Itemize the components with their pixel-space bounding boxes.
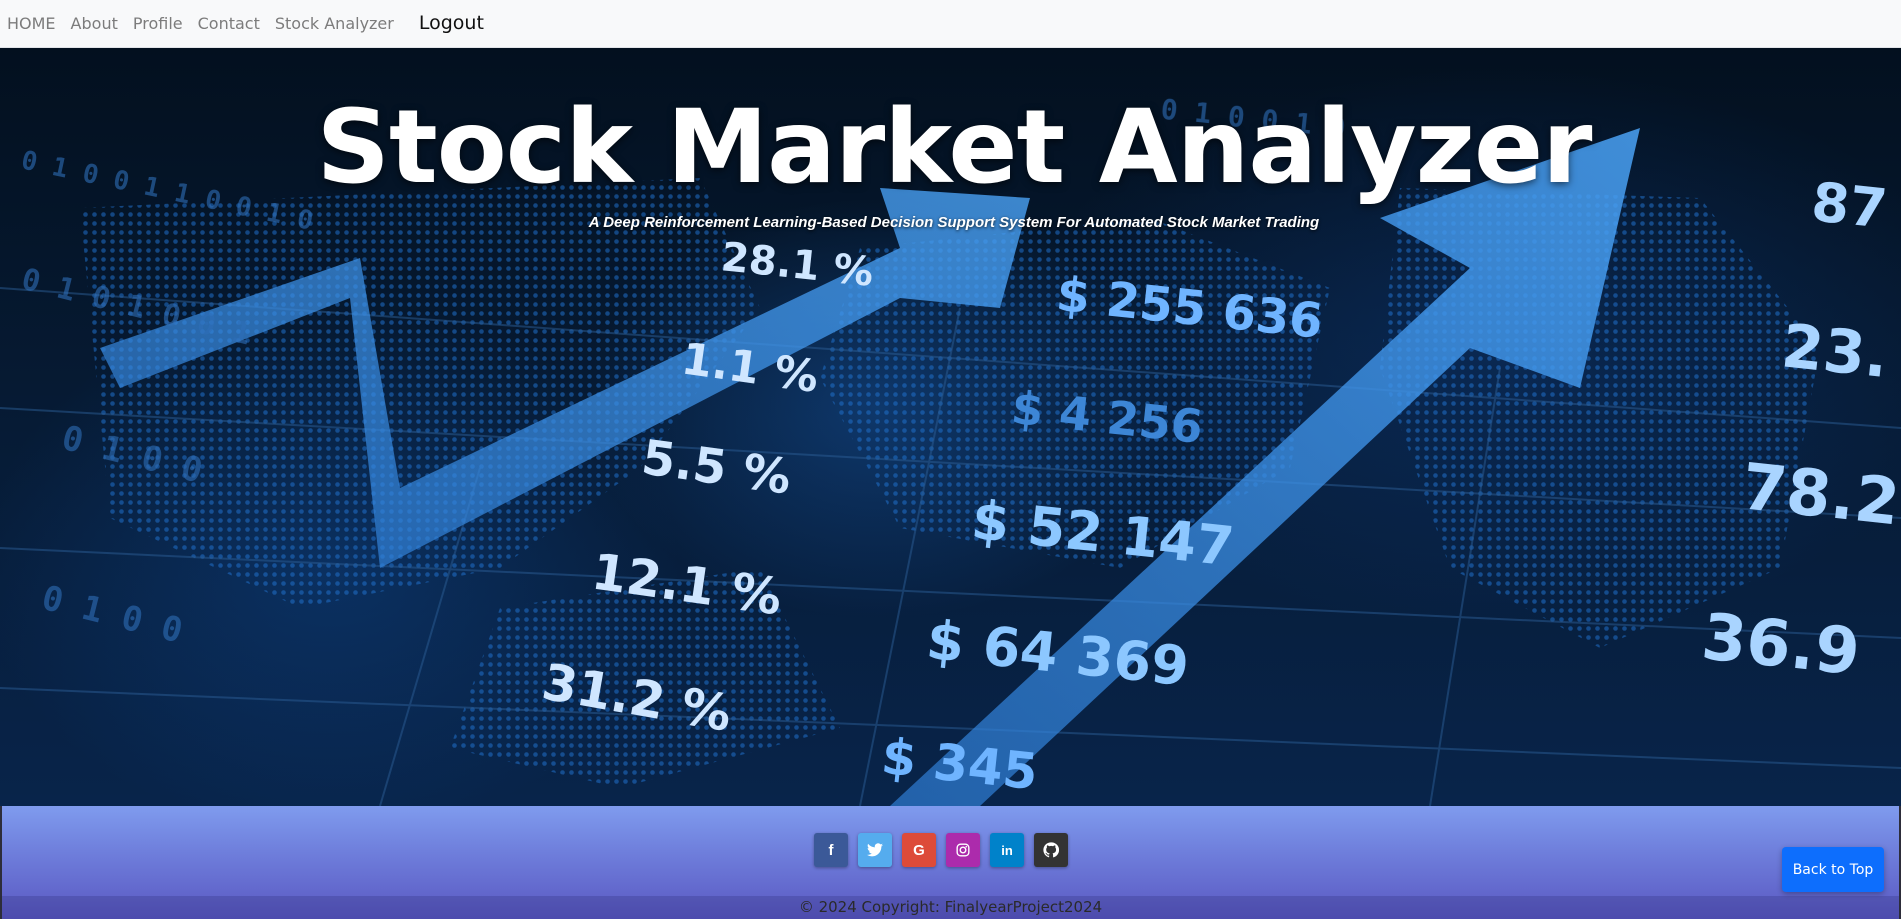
google-button[interactable]: G [902, 833, 936, 867]
linkedin-icon: in [1001, 842, 1013, 858]
instagram-icon [956, 843, 970, 857]
facebook-icon: f [828, 841, 834, 859]
figure-text: 78.2 [1738, 450, 1901, 540]
figure-text: 23. [1778, 311, 1891, 392]
figure-text: 36.9 [1698, 600, 1863, 690]
github-icon [1043, 842, 1059, 858]
stock-background-image: 28.1 % 1.1 % 5.5 % 12.1 % 31.2 % $ 255 6… [0, 92, 1901, 806]
hero-banner: 28.1 % 1.1 % 5.5 % 12.1 % 31.2 % $ 255 6… [0, 48, 1901, 806]
dotted-map-pattern [80, 178, 1820, 788]
back-to-top-button[interactable]: Back to Top [1782, 847, 1884, 892]
nav-link-contact[interactable]: Contact [197, 13, 260, 33]
github-button[interactable] [1034, 833, 1068, 867]
twitter-icon [867, 843, 883, 857]
logout-link[interactable]: Logout [418, 12, 484, 34]
nav-link-profile[interactable]: Profile [132, 13, 183, 33]
instagram-button[interactable] [946, 833, 980, 867]
figure-text: 87 [1809, 170, 1890, 241]
nav-link-stock-analyzer[interactable]: Stock Analyzer [274, 13, 394, 33]
linkedin-button[interactable]: in [990, 833, 1024, 867]
google-icon: G [913, 841, 925, 859]
social-links: f G in [814, 833, 1068, 867]
facebook-button[interactable]: f [814, 833, 848, 867]
trend-arrow-left [100, 188, 1030, 568]
nav-link-about[interactable]: About [70, 13, 118, 33]
copyright-text: © 2024 Copyright: FinalyearProject2024 [2, 896, 1899, 919]
page-title: Stock Market Analyzer [316, 88, 1593, 207]
page-subtitle: A Deep Reinforcement Learning-Based Deci… [588, 214, 1320, 231]
footer: f G in [0, 806, 1901, 919]
twitter-button[interactable] [858, 833, 892, 867]
svg-text:0 1 0 0: 0 1 0 0 [38, 578, 187, 651]
figure-text: 5.5 % [638, 429, 794, 505]
trend-arrow-right [890, 128, 1640, 806]
top-navbar: HOME About Profile Contact Stock Analyze… [0, 0, 1901, 48]
nav-link-home[interactable]: HOME [7, 13, 56, 33]
